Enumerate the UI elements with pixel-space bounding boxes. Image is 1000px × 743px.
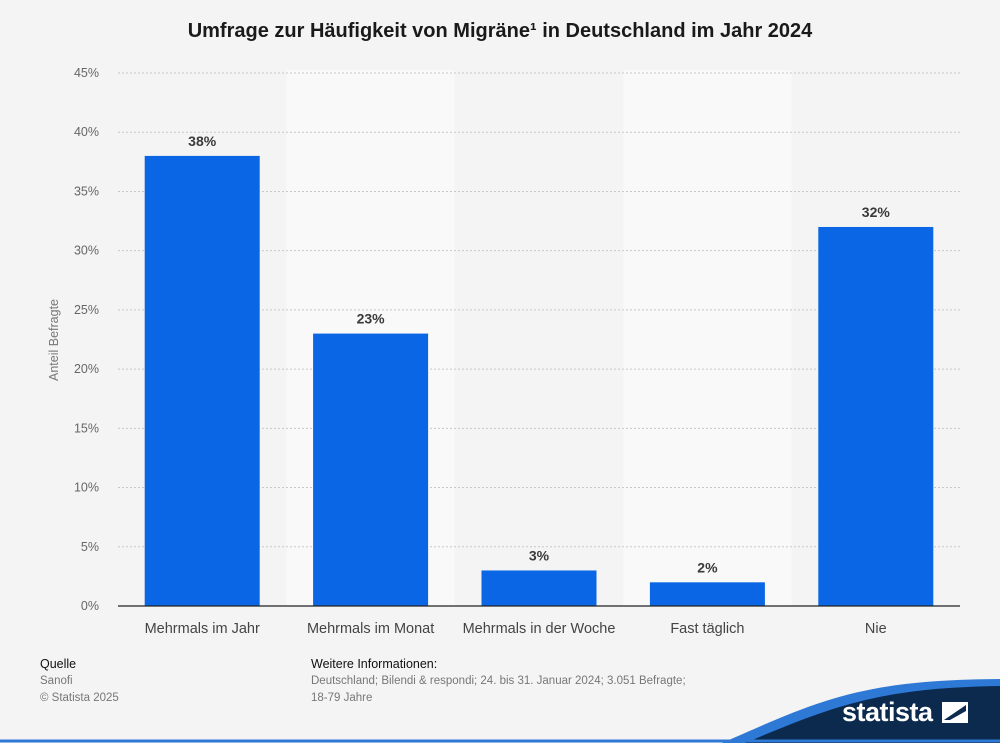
footer-wave (745, 686, 1000, 743)
bar[interactable] (818, 226, 934, 606)
y-tick-label: 40% (74, 125, 99, 139)
bars (144, 155, 934, 606)
category-label: Nie (865, 621, 887, 637)
bar[interactable] (481, 570, 597, 606)
x-axis-categories: Mehrmals im Jahr Mehrmals im Monat Mehrmal… (145, 621, 887, 637)
category-band (623, 70, 792, 606)
bar[interactable] (649, 582, 765, 606)
y-tick-label: 10% (74, 481, 99, 495)
data-labels: 38% 23% 3% 2% 32% (188, 133, 890, 575)
y-tick-label: 25% (74, 303, 99, 317)
data-label: 23% (357, 311, 386, 327)
y-tick-label: 45% (74, 66, 99, 80)
data-label: 3% (529, 547, 550, 563)
info-line-2: 18-79 Jahre (311, 692, 373, 704)
y-axis-label: Anteil Befragte (47, 299, 61, 381)
y-tick-label: 35% (74, 184, 99, 198)
info-line-1: Deutschland; Bilendi & respondi; 24. bis… (311, 675, 686, 687)
source-name[interactable]: Sanofi (40, 675, 73, 687)
info-block: Weitere Informationen: Deutschland; Bile… (311, 656, 686, 707)
bar[interactable] (313, 333, 429, 606)
y-tick-label: 15% (74, 421, 99, 435)
data-label: 32% (862, 204, 891, 220)
y-tick-label: 20% (74, 362, 99, 376)
chart-title: Umfrage zur Häufigkeit von Migräne¹ in D… (187, 20, 813, 42)
category-label: Fast täglich (670, 621, 744, 637)
info-heading: Weitere Informationen: (311, 657, 438, 671)
data-label: 38% (188, 133, 217, 149)
bar[interactable] (144, 155, 260, 606)
category-label: Mehrmals in der Woche (463, 621, 616, 637)
copyright: © Statista 2025 (40, 692, 119, 704)
source-heading: Quelle (40, 657, 77, 671)
category-label: Mehrmals im Monat (307, 621, 434, 637)
category-label: Mehrmals im Jahr (145, 621, 260, 637)
y-tick-label: 5% (81, 540, 99, 554)
data-label: 2% (697, 559, 718, 575)
y-axis-ticks: 0% 5% 10% 15% 20% 25% 30% 35% 40% 45% (74, 66, 99, 613)
statista-logo[interactable]: statista (842, 697, 933, 727)
y-tick-label: 30% (74, 244, 99, 258)
statista-flag-icon (942, 702, 968, 723)
y-tick-label: 0% (81, 599, 99, 613)
source-block: Quelle Sanofi © Statista 2025 (40, 656, 119, 707)
